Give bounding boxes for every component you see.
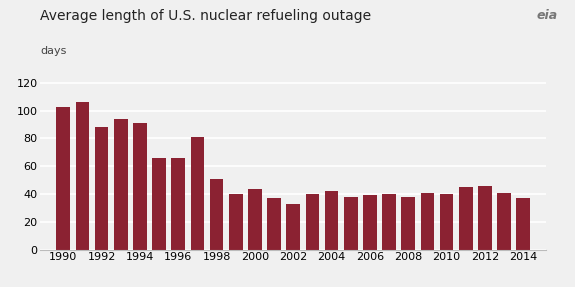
Bar — [478, 186, 492, 250]
Bar — [210, 179, 224, 250]
Text: eia: eia — [536, 9, 558, 22]
Bar — [382, 194, 396, 250]
Bar — [440, 194, 454, 250]
Bar — [363, 195, 377, 250]
Text: days: days — [40, 46, 67, 56]
Text: Average length of U.S. nuclear refueling outage: Average length of U.S. nuclear refueling… — [40, 9, 371, 23]
Bar — [267, 198, 281, 250]
Bar — [325, 191, 339, 250]
Bar — [152, 158, 166, 250]
Bar — [171, 158, 185, 250]
Bar — [95, 127, 109, 250]
Bar — [133, 123, 147, 250]
Bar — [420, 193, 434, 250]
Bar — [459, 187, 473, 250]
Bar — [229, 194, 243, 250]
Bar — [344, 197, 358, 250]
Bar — [286, 204, 300, 250]
Bar — [190, 137, 204, 250]
Bar — [56, 106, 70, 250]
Bar — [497, 193, 511, 250]
Bar — [305, 194, 319, 250]
Bar — [75, 102, 89, 250]
Bar — [401, 197, 415, 250]
Bar — [114, 119, 128, 250]
Bar — [516, 198, 530, 250]
Bar — [248, 189, 262, 250]
